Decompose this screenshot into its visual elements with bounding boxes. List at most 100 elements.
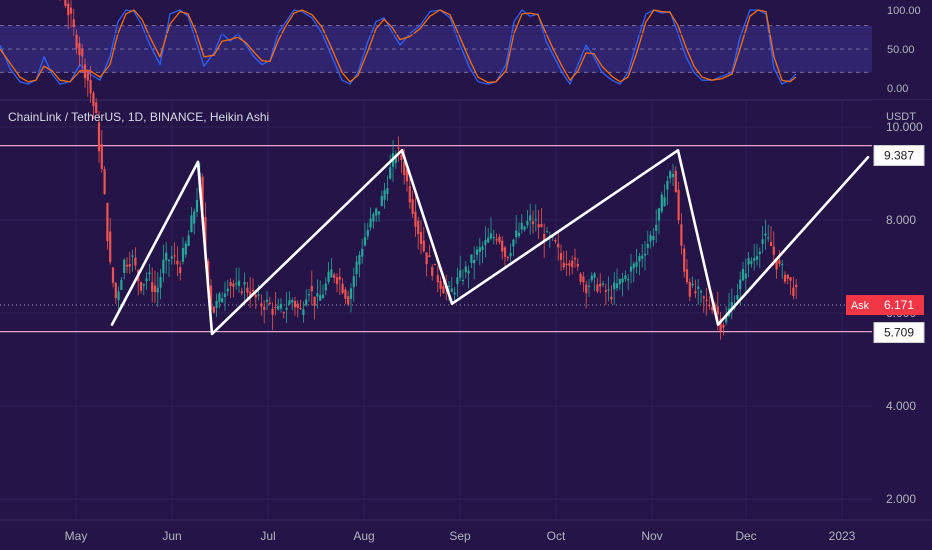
time-tick-label: Sep: [449, 529, 471, 543]
candle-body: [772, 246, 775, 255]
candle-body: [75, 34, 78, 49]
time-tick-label: Dec: [735, 529, 756, 543]
candle-body: [100, 144, 103, 170]
candle-body: [582, 276, 585, 283]
candle-body: [447, 285, 451, 288]
candle-body: [484, 239, 487, 246]
candle-body: [246, 287, 249, 293]
candle-body: [764, 233, 767, 236]
candle-body: [450, 288, 453, 292]
candle-body: [573, 257, 577, 260]
candle-body: [495, 239, 498, 241]
candle-body: [321, 294, 325, 298]
candle-body: [489, 233, 493, 239]
candle-body: [601, 283, 605, 285]
candle-body: [526, 220, 529, 226]
candle-body: [722, 324, 725, 328]
candle-body: [498, 236, 501, 243]
candle-body: [557, 243, 560, 248]
candle-body: [671, 174, 675, 178]
candle-body: [478, 247, 481, 253]
candle-body: [792, 287, 795, 297]
candle-body: [69, 7, 73, 14]
candle-body: [114, 282, 117, 299]
candle-body: [610, 296, 613, 300]
candle-body: [716, 306, 719, 315]
candle-body: [375, 208, 378, 216]
candle-body: [517, 232, 521, 237]
candle-body: [781, 263, 784, 266]
ask-badge-label: Ask: [851, 300, 870, 312]
candle-body: [585, 284, 588, 294]
candle-body: [170, 256, 173, 259]
candle-body: [459, 270, 462, 278]
time-tick-label: Nov: [641, 529, 662, 543]
candle-body: [683, 248, 686, 272]
candle-body: [319, 295, 322, 301]
candle-body: [607, 289, 610, 291]
candle-body: [347, 296, 350, 305]
candle-body: [296, 303, 299, 309]
candle-body: [475, 249, 479, 255]
candle-body: [615, 283, 619, 289]
candle-body: [419, 232, 423, 244]
candle-body: [201, 176, 204, 212]
time-tick-label: Jun: [162, 529, 181, 543]
candle-body: [305, 299, 308, 306]
candle-body: [307, 294, 311, 296]
candle-body: [106, 202, 109, 242]
candle-body: [111, 267, 115, 283]
candle-body: [531, 221, 535, 225]
candle-body: [162, 259, 165, 274]
candle-body: [470, 254, 473, 263]
candle-body: [333, 274, 336, 278]
candle-body: [666, 180, 669, 190]
time-tick-label: Oct: [547, 529, 566, 543]
candle-body: [327, 271, 330, 282]
candle-body: [688, 281, 691, 297]
candle-body: [663, 197, 666, 207]
candle-body: [268, 302, 271, 305]
candle-body: [89, 80, 92, 94]
candle-body: [64, 0, 67, 6]
ask-price-label: 6.171: [884, 298, 914, 312]
candle-body: [179, 267, 182, 274]
candle-body: [769, 242, 773, 247]
candle-body: [394, 155, 397, 163]
candle-body: [176, 260, 179, 265]
candle-body: [260, 303, 263, 307]
candle-body: [587, 285, 591, 287]
candle-body: [456, 277, 459, 285]
candle-body: [335, 277, 339, 285]
candles: [59, 0, 798, 340]
candle-body: [313, 296, 316, 306]
candle-body: [92, 92, 95, 107]
candle-body: [324, 283, 327, 291]
candle-body: [148, 272, 151, 275]
candle-body: [279, 303, 283, 309]
candle-body: [249, 291, 252, 298]
candle-body: [291, 300, 294, 303]
candle-body: [282, 312, 285, 314]
stoch-tick-label: 50.00: [887, 44, 915, 56]
candle-body: [635, 261, 638, 267]
currency-label: USDT: [886, 111, 916, 123]
candle-body: [134, 257, 137, 266]
candle-body: [506, 256, 509, 259]
candle-body: [627, 279, 630, 281]
candle-body: [559, 253, 563, 260]
candle-body: [694, 291, 697, 294]
candle-body: [190, 215, 193, 233]
candle-body: [795, 284, 798, 288]
candle-body: [425, 252, 428, 265]
candle-body: [649, 235, 652, 242]
level-price-box: [873, 145, 925, 167]
time-tick-label: 2023: [829, 529, 856, 543]
candle-body: [789, 277, 792, 281]
candle-body: [487, 237, 490, 243]
price-tick-label: 10.000: [886, 120, 923, 134]
candle-body: [534, 219, 537, 221]
candle-body: [352, 276, 355, 288]
candle-body: [604, 290, 607, 292]
candle-body: [473, 259, 476, 264]
